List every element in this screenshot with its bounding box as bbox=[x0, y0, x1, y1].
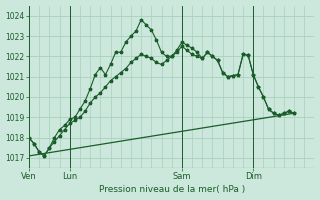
X-axis label: Pression niveau de la mer( hPa ): Pression niveau de la mer( hPa ) bbox=[99, 185, 245, 194]
